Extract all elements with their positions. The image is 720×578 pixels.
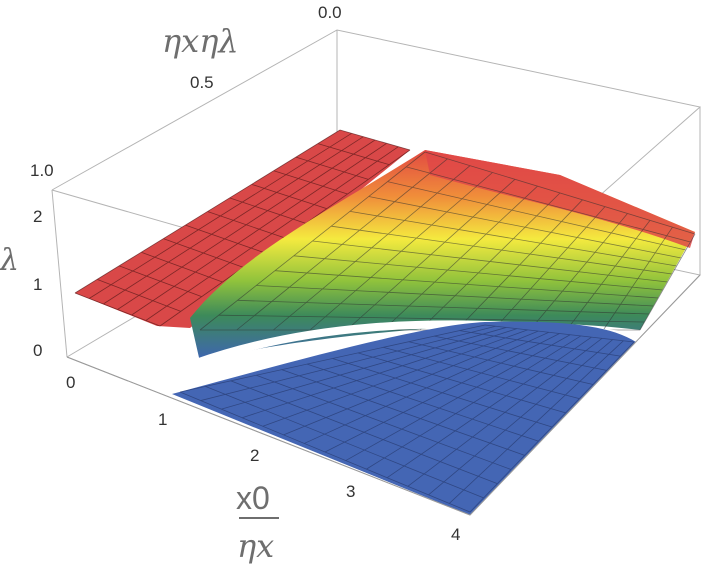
- flat-bottom-mesh-line: [345, 334, 571, 461]
- transition-mesh-line: [236, 158, 448, 331]
- flat-bottom-mesh-line: [262, 329, 528, 427]
- flat-bottom-mesh-line: [386, 336, 592, 479]
- flat-top-mesh-line: [88, 132, 352, 299]
- flat-bottom-mesh-line: [366, 335, 581, 470]
- y-tick: 1.0: [30, 161, 54, 180]
- region-flat-top: [74, 129, 411, 328]
- transition-mesh-line: [529, 213, 628, 331]
- flat-bottom-mesh-line: [324, 333, 560, 453]
- transition-mesh-line: [493, 206, 606, 331]
- x-axis-ticks: 0 1 2 3 4: [66, 373, 460, 544]
- x-tick: 3: [346, 482, 355, 501]
- flat-bottom-mesh-line: [469, 341, 635, 513]
- y-axis-label: ηxηλ: [162, 22, 239, 60]
- x-axis-label-denominator: ηx: [237, 527, 274, 565]
- flat-top-mesh-line: [117, 139, 376, 310]
- transition-mesh-line: [603, 226, 673, 331]
- transition-mesh-line: [199, 151, 426, 331]
- x-tick: 2: [250, 446, 259, 465]
- y-tick: 0.5: [190, 73, 214, 92]
- flat-bottom-mesh-line: [179, 324, 486, 393]
- flat-bottom-surface: [172, 321, 636, 515]
- y-axis-ticks: 0.0 0.5 1.0: [30, 3, 342, 180]
- flat-top-mesh-line: [145, 146, 399, 321]
- z-axis-ticks: 0 1 2: [33, 207, 42, 360]
- transition-top-band: [425, 150, 695, 248]
- flat-top-mesh-line: [131, 143, 387, 316]
- x-tick: 0: [66, 373, 75, 392]
- transition-mesh-line: [273, 165, 471, 331]
- transition-mesh-line: [639, 233, 696, 331]
- transition-mesh-line: [566, 220, 651, 331]
- x-axis-label: x0 ηx: [236, 480, 279, 565]
- flat-bottom-mesh-line: [242, 328, 518, 419]
- transition-mesh-line: [346, 179, 516, 331]
- flat-bottom-mesh-line: [407, 338, 603, 487]
- flat-bottom-mesh-line: [304, 331, 550, 444]
- y-tick: 0.0: [318, 3, 342, 22]
- z-tick: 2: [33, 207, 42, 226]
- z-axis-label: λ: [0, 243, 19, 278]
- flat-top-mesh-line: [74, 129, 341, 294]
- transition-mesh-line: [419, 192, 561, 331]
- flat-bottom-mesh-line: [428, 339, 613, 496]
- region-transition: [190, 150, 696, 362]
- flat-bottom-mesh-line: [449, 340, 624, 504]
- z-tick: 1: [33, 275, 42, 294]
- flat-bottom-mesh-line: [200, 325, 496, 401]
- transition-mesh-line: [383, 185, 538, 331]
- x-tick: 4: [451, 525, 460, 544]
- flat-bottom-mesh-line: [283, 330, 539, 436]
- transition-mesh-line: [309, 172, 493, 331]
- bounding-box-front: [66, 274, 701, 516]
- transition-mesh-line: [456, 199, 583, 331]
- x-axis-label-numerator: x0: [236, 480, 270, 516]
- flat-bottom-mesh-line: [221, 327, 507, 410]
- flat-top-mesh-line: [103, 136, 364, 305]
- z-tick: 0: [33, 341, 42, 360]
- x-tick: 1: [158, 410, 167, 429]
- flat-top-surface: [75, 130, 410, 328]
- region-flat-bottom: [172, 321, 636, 515]
